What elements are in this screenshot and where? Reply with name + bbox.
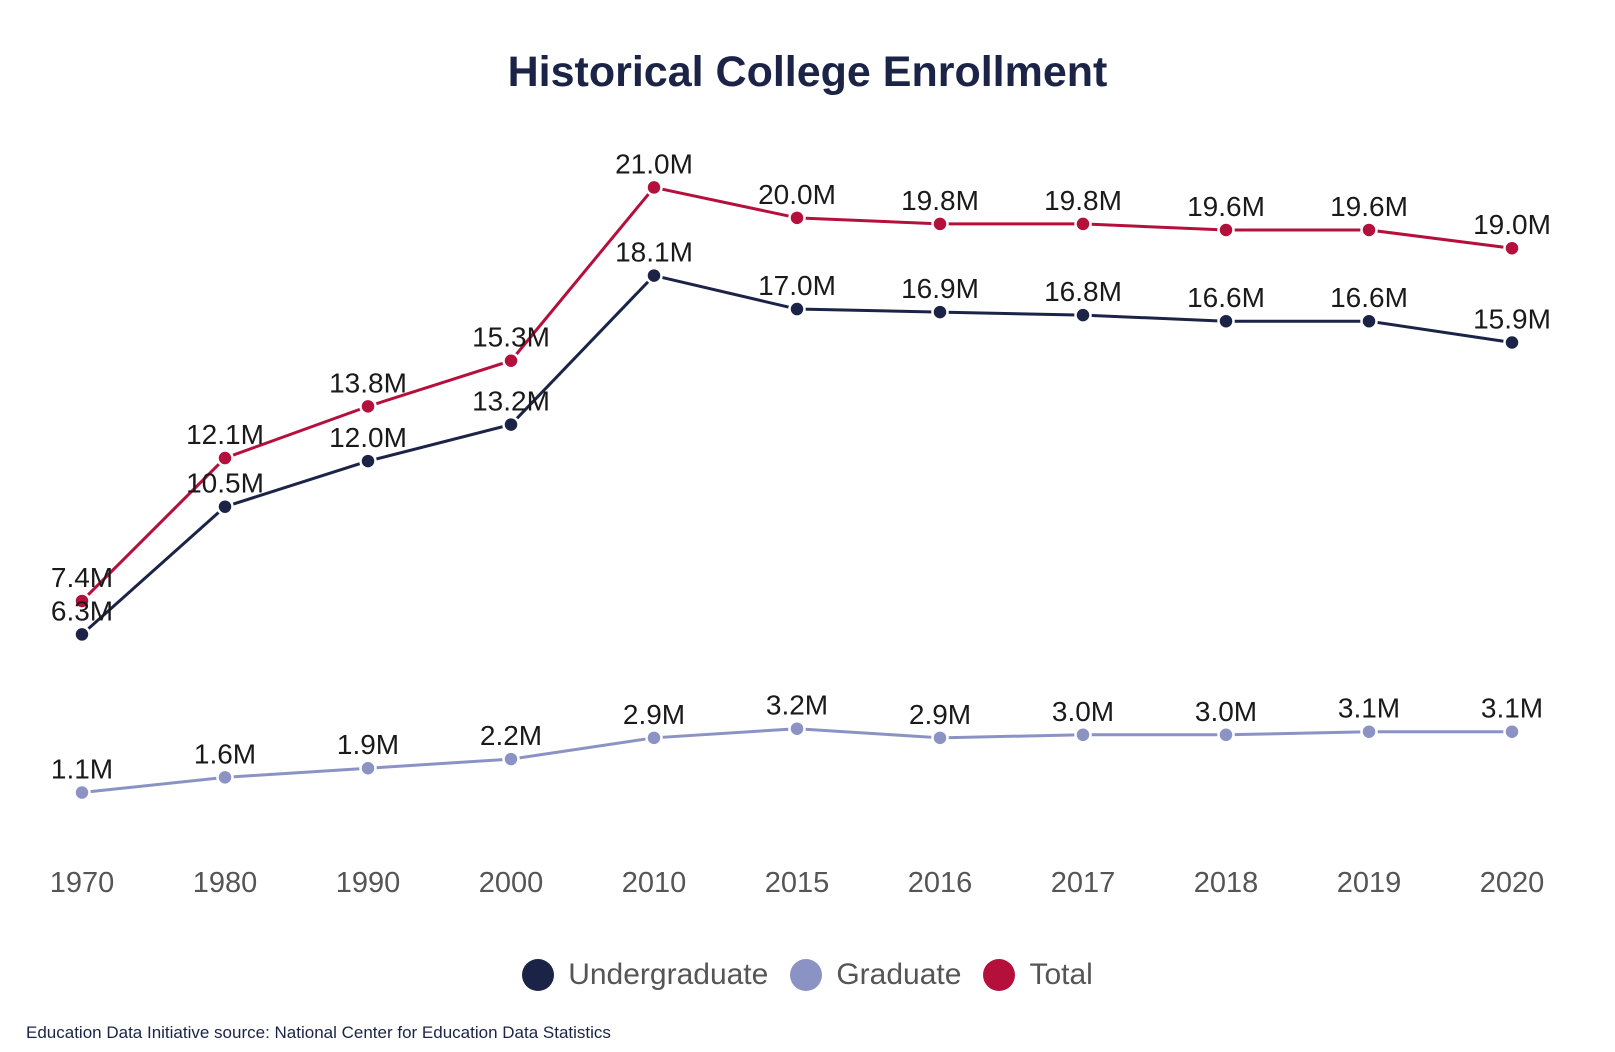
data-point-undergraduate-1990[interactable] <box>359 452 377 470</box>
legend-label-total: Total <box>1029 958 1093 991</box>
data-point-total-2016[interactable] <box>931 215 949 233</box>
data-point-total-1980[interactable] <box>216 449 234 467</box>
data-label-undergraduate-2015: 17.0M <box>758 270 836 301</box>
data-label-undergraduate-2010: 18.1M <box>615 237 693 268</box>
legend-label-undergraduate: Undergraduate <box>568 958 769 991</box>
data-point-graduate-2016[interactable] <box>931 729 949 747</box>
data-point-graduate-2018[interactable] <box>1217 726 1235 744</box>
data-point-total-2017[interactable] <box>1074 215 1092 233</box>
data-label-total-2016: 19.8M <box>901 185 979 216</box>
data-label-graduate-2019: 3.1M <box>1338 693 1400 724</box>
data-point-undergraduate-2016[interactable] <box>931 303 949 321</box>
data-point-undergraduate-1970[interactable] <box>73 625 91 644</box>
x-axis-ticks: 1970 1980 1990 2000 2010 2015 2016 2017 2018 2019… <box>50 867 1545 899</box>
x-tick-label-1970: 1970 <box>50 867 115 899</box>
data-point-total-2018[interactable] <box>1217 221 1235 239</box>
x-tick-label-1980: 1980 <box>193 867 258 899</box>
data-label-undergraduate-1970: 6.3M <box>51 595 113 626</box>
data-label-total-1990: 13.8M <box>329 367 407 398</box>
data-labels: 6.3M 10.5M 12.0M 13.2M 18.1M 17.0M 16.9M 16.8M 1… <box>51 148 1551 784</box>
data-point-graduate-1990[interactable] <box>359 759 377 777</box>
data-label-graduate-2000: 2.2M <box>480 720 542 751</box>
legend-marker-undergraduate <box>522 959 555 991</box>
data-point-graduate-2000[interactable] <box>502 750 520 768</box>
data-point-undergraduate-2017[interactable] <box>1074 306 1092 324</box>
chart-title: Historical College Enrollment <box>507 48 1108 96</box>
data-label-total-2018: 19.6M <box>1187 191 1265 222</box>
legend-marker-total <box>983 959 1016 991</box>
data-point-total-2000[interactable] <box>502 351 520 370</box>
data-label-graduate-2018: 3.0M <box>1195 696 1257 727</box>
source-note: Education Data Initiative source: Nation… <box>26 1023 611 1042</box>
data-point-undergraduate-1980[interactable] <box>216 497 234 516</box>
data-label-total-2015: 20.0M <box>758 179 836 210</box>
data-label-undergraduate-2020: 15.9M <box>1473 303 1551 334</box>
data-label-undergraduate-2018: 16.6M <box>1187 282 1265 313</box>
data-point-undergraduate-2018[interactable] <box>1217 312 1235 330</box>
data-point-total-1990[interactable] <box>359 397 377 416</box>
x-tick-label-1990: 1990 <box>336 867 401 899</box>
x-tick-label-2016: 2016 <box>908 867 973 899</box>
series-points <box>73 178 1521 802</box>
data-point-undergraduate-2019[interactable] <box>1360 312 1378 330</box>
data-label-undergraduate-2017: 16.8M <box>1044 276 1122 307</box>
data-point-graduate-2019[interactable] <box>1360 722 1378 741</box>
data-point-graduate-2017[interactable] <box>1074 726 1092 744</box>
data-label-graduate-2017: 3.0M <box>1052 696 1114 727</box>
data-label-undergraduate-1990: 12.0M <box>329 422 407 453</box>
data-label-undergraduate-1980: 10.5M <box>186 468 264 499</box>
data-label-undergraduate-2019: 16.6M <box>1330 282 1408 313</box>
data-point-graduate-2020[interactable] <box>1503 722 1521 741</box>
series-line-total <box>80 185 1513 603</box>
legend-marker-graduate <box>790 959 823 991</box>
data-label-graduate-1980: 1.6M <box>194 738 256 769</box>
series-line-undergraduate <box>81 274 1513 636</box>
x-tick-label-2000: 2000 <box>479 867 544 899</box>
legend-item-graduate[interactable]: Graduate <box>790 958 961 992</box>
data-label-graduate-2016: 2.9M <box>909 699 971 730</box>
data-point-graduate-2015[interactable] <box>788 719 806 738</box>
data-point-total-2015[interactable] <box>788 209 806 227</box>
data-point-graduate-2010[interactable] <box>645 729 663 747</box>
x-tick-label-2020: 2020 <box>1480 867 1545 899</box>
data-point-graduate-1980[interactable] <box>216 768 234 787</box>
data-point-undergraduate-2000[interactable] <box>502 415 520 434</box>
data-label-graduate-2010: 2.9M <box>623 699 685 730</box>
data-label-graduate-1970: 1.1M <box>51 754 113 785</box>
series-line-graduate <box>81 727 1512 795</box>
legend-label-graduate: Graduate <box>836 958 962 991</box>
data-label-total-2020: 19.0M <box>1473 209 1551 240</box>
data-point-undergraduate-2015[interactable] <box>788 300 806 318</box>
x-tick-label-2010: 2010 <box>622 867 687 899</box>
data-label-total-1970: 7.4M <box>51 562 113 593</box>
data-label-total-2017: 19.8M <box>1044 185 1122 216</box>
data-point-graduate-1970[interactable] <box>73 783 91 802</box>
legend-item-total[interactable]: Total <box>983 958 1093 992</box>
data-point-total-1970[interactable] <box>73 592 91 610</box>
data-point-total-2010[interactable] <box>645 178 663 197</box>
data-point-undergraduate-2010[interactable] <box>645 266 663 285</box>
line-chart: 6.3M 10.5M 12.0M 13.2M 18.1M 17.0M 16.9M 16.8M 1… <box>50 148 1551 899</box>
data-label-undergraduate-2000: 13.2M <box>472 386 550 417</box>
data-label-total-2010: 21.0M <box>615 148 693 179</box>
data-label-total-2019: 19.6M <box>1330 191 1408 222</box>
x-tick-label-2015: 2015 <box>765 867 830 899</box>
data-label-graduate-2015: 3.2M <box>766 690 828 721</box>
data-label-total-1980: 12.1M <box>186 419 264 450</box>
data-label-undergraduate-2016: 16.9M <box>901 273 979 304</box>
data-point-total-2020[interactable] <box>1503 239 1521 257</box>
x-tick-label-2017: 2017 <box>1051 867 1116 899</box>
x-tick-label-2019: 2019 <box>1337 867 1402 899</box>
data-label-graduate-1990: 1.9M <box>337 729 399 760</box>
data-point-undergraduate-2020[interactable] <box>1503 333 1521 352</box>
data-label-total-2000: 15.3M <box>472 322 550 353</box>
data-point-total-2019[interactable] <box>1360 221 1378 239</box>
legend-item-undergraduate[interactable]: Undergraduate <box>522 958 768 992</box>
x-tick-label-2018: 2018 <box>1194 867 1259 899</box>
legend: Undergraduate Graduate Total <box>0 958 1615 992</box>
data-label-graduate-2020: 3.1M <box>1481 693 1543 724</box>
